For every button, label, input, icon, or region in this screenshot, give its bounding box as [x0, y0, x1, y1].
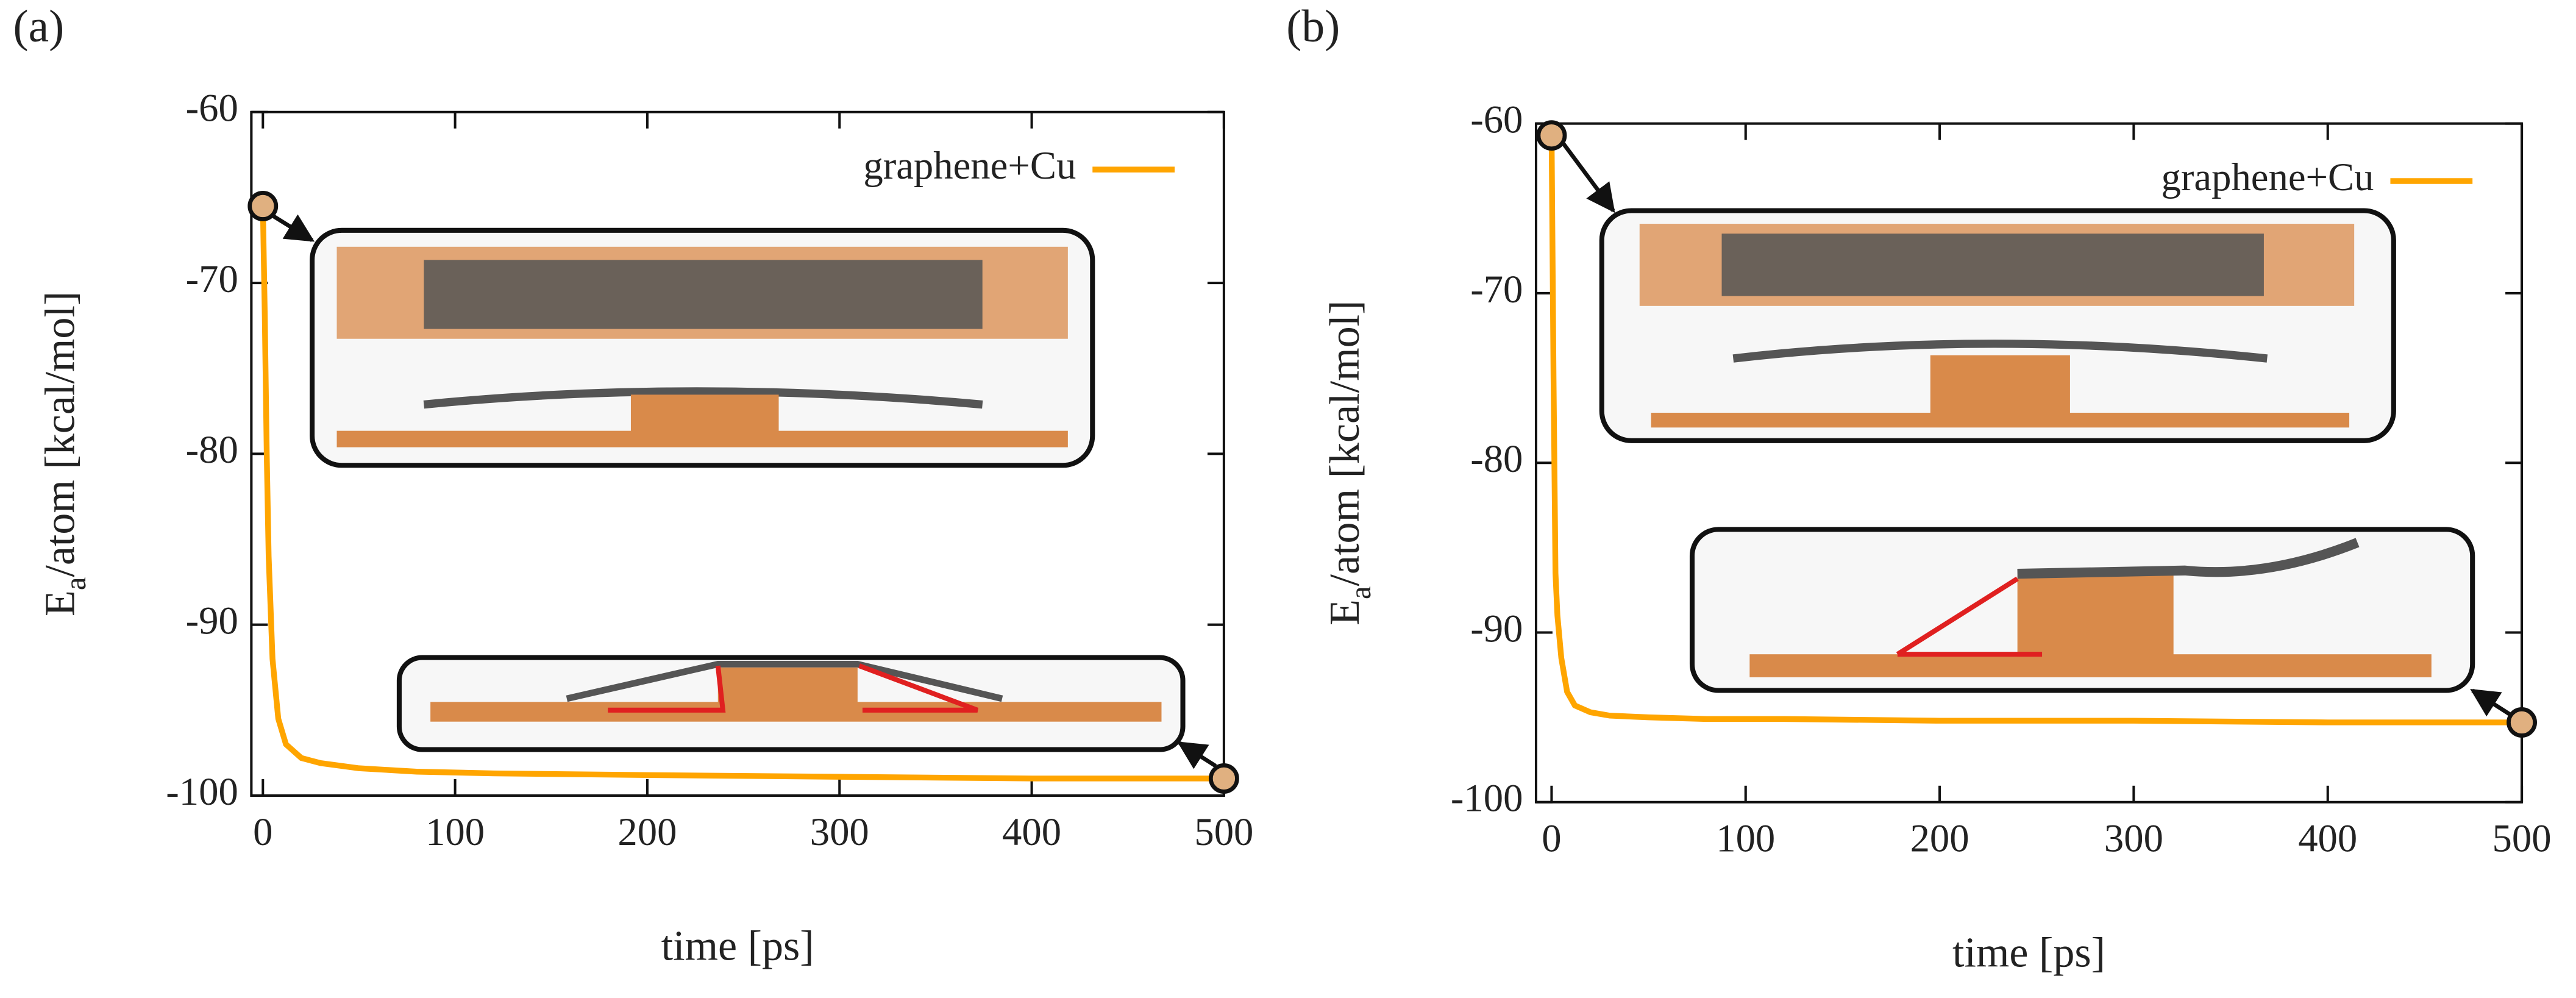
x-tick-label: 100 [425, 810, 485, 854]
y-tick-label: -60 [1470, 98, 1523, 141]
arrow [1177, 741, 1217, 769]
data-line [260, 205, 1224, 782]
y-axis-label-sub: a [1345, 586, 1377, 599]
data-line [1548, 135, 2522, 725]
y-tick-label: -100 [1451, 776, 1523, 820]
x-axis-label: time [ps] [1952, 929, 2105, 976]
y-tick-label: -80 [1470, 437, 1523, 480]
y-tick-label: -70 [1470, 267, 1523, 311]
x-tick-label: 300 [2104, 816, 2163, 860]
arrow [1559, 138, 1615, 213]
x-tick-label: 0 [253, 810, 272, 854]
x-tick-label: 400 [2298, 816, 2357, 860]
y-axis-label-sub: a [60, 577, 92, 591]
panel-label: (b) [1286, 1, 1340, 52]
inset-image [396, 655, 1186, 752]
x-tick-label: 100 [1716, 816, 1775, 860]
x-tick-label: 200 [617, 810, 677, 854]
y-tick-label: -60 [186, 86, 238, 130]
x-tick-label: 300 [810, 810, 869, 854]
x-tick-label: 400 [1002, 810, 1061, 854]
y-axis-label: Ea/atom [kcal/mol] [1322, 301, 1377, 626]
highlight-marker [1208, 763, 1239, 794]
y-axis-label-part: E [1322, 599, 1368, 626]
arrow [2470, 688, 2515, 719]
highlight-marker [2507, 707, 2537, 738]
highlight-marker [247, 191, 279, 221]
inset-image [1599, 208, 2396, 443]
y-tick-label: -90 [1470, 606, 1523, 650]
y-axis-label: Ea/atom [kcal/mol] [37, 291, 92, 616]
inset-image [310, 227, 1095, 468]
x-tick-label: 500 [1194, 810, 1253, 854]
inset-image [1689, 527, 2475, 693]
highlight-marker [1536, 120, 1567, 151]
y-tick-label: -70 [186, 257, 238, 301]
x-axis-label: time [ps] [661, 922, 814, 969]
y-axis-label-part: /atom [kcal/mol] [1322, 301, 1368, 586]
legend-label: graphene+Cu [863, 143, 1076, 187]
y-axis-label-part: E [37, 590, 84, 616]
panel-label: (a) [13, 1, 65, 52]
legend-label: graphene+Cu [2161, 155, 2374, 199]
y-tick-label: -90 [186, 599, 238, 643]
x-tick-label: 500 [2492, 816, 2552, 860]
y-tick-label: -80 [186, 427, 238, 471]
x-tick-label: 0 [1542, 816, 1561, 860]
y-tick-label: -100 [166, 769, 238, 813]
x-tick-label: 200 [1910, 816, 1969, 860]
y-axis-label-part: /atom [kcal/mol] [37, 291, 84, 577]
